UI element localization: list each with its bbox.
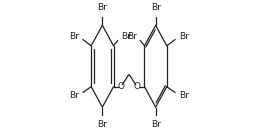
Text: Br: Br: [179, 32, 189, 41]
Text: O: O: [134, 82, 141, 91]
Text: Br: Br: [69, 91, 79, 100]
Text: Br: Br: [179, 91, 189, 100]
Text: Br: Br: [98, 120, 107, 129]
Text: Br: Br: [151, 120, 160, 129]
Text: O: O: [117, 82, 124, 91]
Text: Br: Br: [127, 32, 137, 41]
Text: Br: Br: [69, 32, 79, 41]
Text: Br: Br: [151, 3, 160, 12]
Text: Br: Br: [121, 32, 131, 41]
Text: Br: Br: [98, 3, 107, 12]
